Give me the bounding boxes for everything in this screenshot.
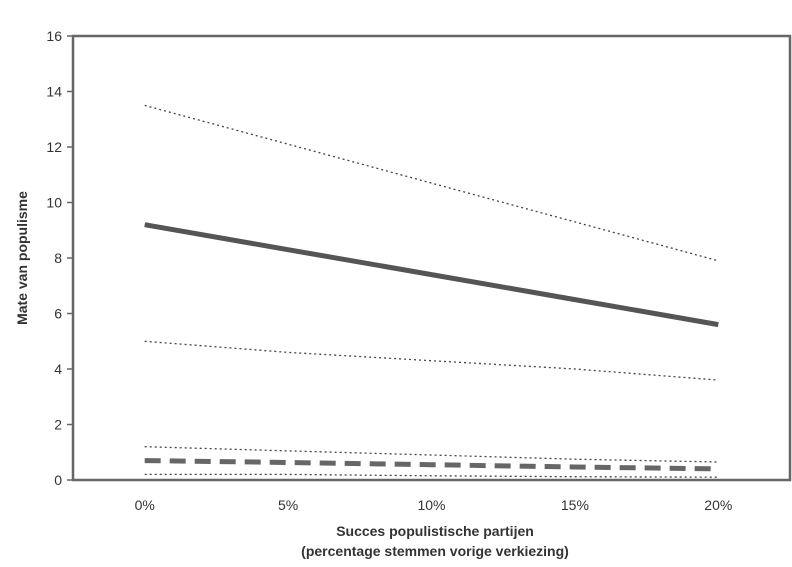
series-line-5: [144, 446, 719, 463]
y-axis-label: Mate van populisme: [14, 191, 30, 325]
series-line-2: [144, 104, 719, 262]
y-tick-label: 2: [54, 417, 62, 433]
series-line-6: [144, 473, 719, 478]
series-line-4: [144, 458, 719, 472]
x-tick-label: 0%: [135, 497, 155, 513]
y-tick-label: 4: [54, 361, 62, 377]
series-line-3: [144, 340, 719, 381]
x-axis-label-line1: Succes populistische partijen: [336, 523, 534, 539]
x-axis-label-line2: (percentage stemmen vorige verkiezing): [301, 543, 569, 559]
y-tick-label: 0: [54, 472, 62, 488]
y-tick-label: 10: [46, 195, 62, 211]
plot-area: [71, 34, 792, 482]
y-tick-label: 8: [54, 250, 62, 266]
y-tick-label: 6: [54, 306, 62, 322]
y-axis-ticks: 0 2 4 6 8 10 12 14 16: [46, 28, 73, 488]
y-tick-label: 16: [46, 28, 62, 44]
series-line-1: [144, 222, 719, 328]
x-tick-label: 15%: [561, 497, 589, 513]
series-group: [144, 104, 719, 478]
x-tick-label: 20%: [704, 497, 732, 513]
y-tick-label: 12: [46, 139, 62, 155]
y-tick-label: 14: [46, 84, 62, 100]
x-axis-ticks: 0% 5% 10% 15% 20%: [135, 497, 733, 513]
plot-frame: [71, 34, 792, 482]
x-tick-label: 5%: [278, 497, 298, 513]
x-tick-label: 10%: [417, 497, 445, 513]
